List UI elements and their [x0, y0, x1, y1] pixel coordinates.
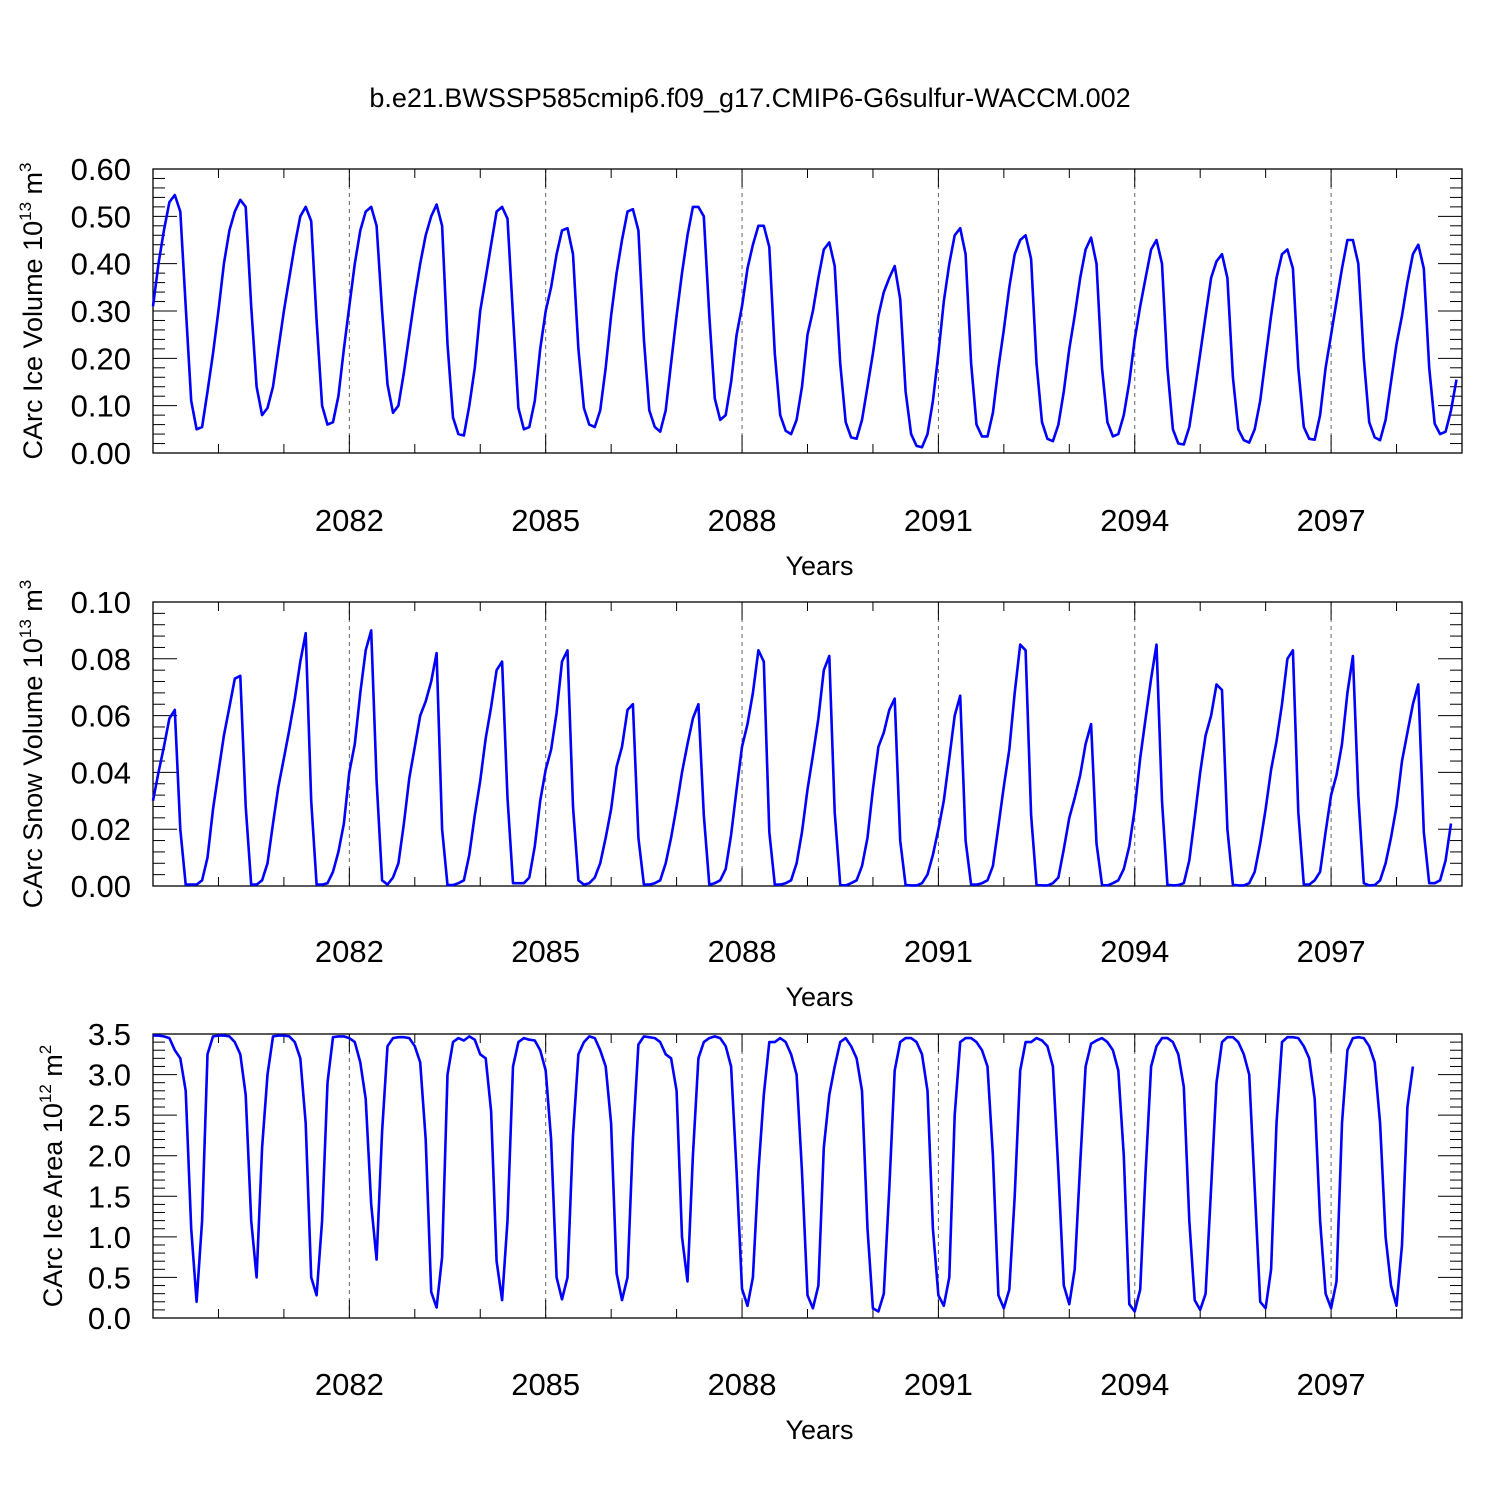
series-line-1 [151, 193, 1458, 449]
ytick-label: 0.0 [88, 1301, 131, 1336]
ytick-label: 3.5 [88, 1017, 131, 1052]
ytick-label: 0.5 [88, 1260, 131, 1295]
ytick-label: 0.20 [71, 341, 131, 376]
ytick-label: 3.0 [88, 1058, 131, 1093]
xtick-label-2085: 2085 [511, 1367, 580, 1402]
xtick-label-2094: 2094 [1100, 934, 1169, 969]
ytick-label: 0.50 [71, 199, 131, 234]
plot-frame [152, 1033, 1463, 1319]
x-axis-label: Years [785, 1415, 853, 1445]
xtick-label-2085: 2085 [511, 503, 580, 538]
figure-title: b.e21.BWSSP585cmip6.f09_g17.CMIP6-G6sulf… [369, 83, 1130, 113]
ytick-label: 0.40 [71, 247, 131, 282]
x-axis-label: Years [785, 982, 853, 1012]
ytick-label: 2.0 [88, 1139, 131, 1174]
xtick-label-2097: 2097 [1297, 934, 1366, 969]
y-axis-label-exponent: 13 [16, 619, 35, 638]
ytick-label: 0.10 [71, 585, 131, 620]
xtick-label-2088: 2088 [708, 1367, 777, 1402]
y-axis-label-unit-exponent: 2 [36, 1045, 55, 1054]
y-axis-label: CArc Snow Volume 1013 m3 [16, 580, 48, 909]
xtick-label-2091: 2091 [904, 503, 973, 538]
y-axis-label-unit-exponent: 3 [16, 162, 35, 171]
panels: 0.00 0.10 0.20 0.30 0.40 0.50 0.60 2082 2085 2088… [16, 152, 1463, 1445]
y-axis-label: CArc Ice Volume 1013 m3 [16, 162, 48, 459]
xtick-label-2091: 2091 [904, 1367, 973, 1402]
xtick-label-2097: 2097 [1297, 503, 1366, 538]
ytick-label: 0.02 [71, 812, 131, 847]
xtick-label-2094: 2094 [1100, 503, 1169, 538]
plot-frame [152, 168, 1463, 454]
xtick-label-2094: 2094 [1100, 1367, 1169, 1402]
x-axis-label: Years [785, 551, 853, 581]
xtick-label-2088: 2088 [708, 934, 777, 969]
panel-1: 0.00 0.10 0.20 0.30 0.40 0.50 0.60 2082 2085 2088… [16, 152, 1463, 581]
y-axis-label: CArc Ice Area 1012 m2 [36, 1045, 68, 1308]
ytick-label: 0.10 [71, 389, 131, 424]
y-axis-label-unit-exponent: 3 [16, 580, 35, 589]
ytick-label: 1.5 [88, 1179, 131, 1214]
ytick-label: 0.08 [71, 642, 131, 677]
panel-3: 0.0 0.5 1.0 1.5 2.0 2.5 3.0 3.5 2082 2085 2088 2091… [36, 1017, 1463, 1445]
xtick-label-2088: 2088 [708, 503, 777, 538]
ytick-label: 0.00 [71, 436, 131, 471]
y-axis-label-main: CArc Ice Volume 10 [18, 221, 48, 460]
y-axis-label-main: CArc Snow Volume 10 [18, 638, 48, 908]
y-axis-label-main: CArc Ice Area 10 [38, 1103, 68, 1307]
y-axis-label-unit: m [18, 589, 48, 619]
xtick-label-2097: 2097 [1297, 1367, 1366, 1402]
xtick-label-2082: 2082 [315, 503, 384, 538]
y-axis-label-exponent: 13 [16, 202, 35, 221]
plot-frame [152, 601, 1463, 887]
ytick-label: 0.00 [71, 869, 131, 904]
ytick-label: 0.06 [71, 699, 131, 734]
ytick-label: 2.5 [88, 1098, 131, 1133]
xtick-label-2085: 2085 [511, 934, 580, 969]
y-axis-label-exponent: 12 [36, 1084, 55, 1103]
y-axis-label-unit: m [38, 1054, 68, 1084]
xtick-label-2091: 2091 [904, 934, 973, 969]
xtick-label-2082: 2082 [315, 934, 384, 969]
y-axis-label-unit: m [18, 172, 48, 202]
panel-2: 0.00 0.02 0.04 0.06 0.08 0.10 2082 2085 2088 2091… [16, 580, 1463, 1012]
series-line-1 [151, 629, 1453, 887]
ytick-label: 0.04 [71, 755, 131, 790]
ytick-label: 0.30 [71, 294, 131, 329]
xtick-label-2082: 2082 [315, 1367, 384, 1402]
series-line-1 [153, 1034, 1415, 1313]
ytick-label: 0.60 [71, 152, 131, 187]
ytick-label: 1.0 [88, 1220, 131, 1255]
